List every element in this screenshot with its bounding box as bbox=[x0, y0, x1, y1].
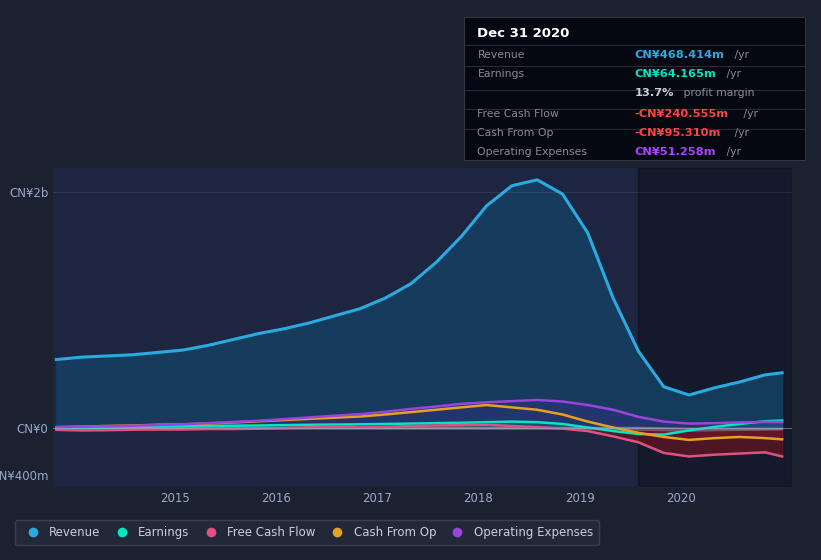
Text: -CN¥95.310m: -CN¥95.310m bbox=[635, 128, 721, 138]
Text: Free Cash Flow: Free Cash Flow bbox=[478, 109, 559, 119]
Text: Operating Expenses: Operating Expenses bbox=[478, 147, 588, 157]
Text: CN¥468.414m: CN¥468.414m bbox=[635, 50, 724, 60]
Text: /yr: /yr bbox=[740, 109, 758, 119]
Text: /yr: /yr bbox=[732, 50, 750, 60]
Legend: Revenue, Earnings, Free Cash Flow, Cash From Op, Operating Expenses: Revenue, Earnings, Free Cash Flow, Cash … bbox=[15, 520, 599, 545]
Text: Revenue: Revenue bbox=[478, 50, 525, 60]
Bar bbox=[639, 168, 792, 487]
Text: Dec 31 2020: Dec 31 2020 bbox=[478, 27, 570, 40]
Text: /yr: /yr bbox=[722, 69, 741, 79]
Text: 13.7%: 13.7% bbox=[635, 88, 674, 98]
Text: /yr: /yr bbox=[732, 128, 750, 138]
Text: profit margin: profit margin bbox=[681, 88, 754, 98]
Text: CN¥51.258m: CN¥51.258m bbox=[635, 147, 716, 157]
Text: Earnings: Earnings bbox=[478, 69, 525, 79]
Text: /yr: /yr bbox=[722, 147, 741, 157]
Text: -CN¥240.555m: -CN¥240.555m bbox=[635, 109, 728, 119]
Text: Cash From Op: Cash From Op bbox=[478, 128, 554, 138]
Text: CN¥64.165m: CN¥64.165m bbox=[635, 69, 716, 79]
